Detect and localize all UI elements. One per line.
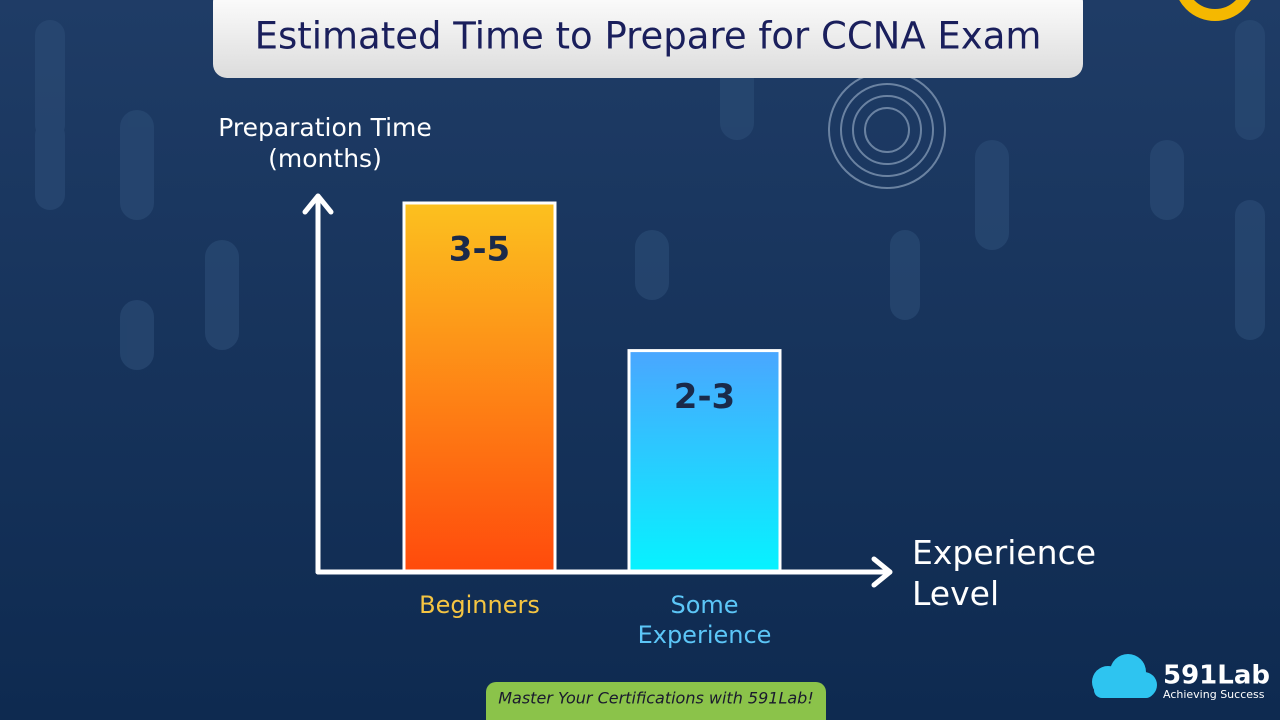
- banner-box: [486, 682, 826, 720]
- x-tick-label: Some Experience: [637, 591, 772, 649]
- x-tick-label: Beginners: [419, 591, 540, 619]
- logo-name: 591Lab: [1163, 661, 1270, 691]
- decor-ring: [1179, 0, 1251, 21]
- value-label: 3-5: [449, 230, 510, 270]
- logo-icon: [1092, 654, 1157, 698]
- rings: [828, 71, 946, 189]
- axes: [302, 193, 893, 588]
- logo-tagline: Achieving Success: [1163, 688, 1265, 701]
- value-label: 2-3: [674, 377, 735, 417]
- bar: [402, 201, 557, 574]
- y-axis-label: Preparation Time (months): [218, 113, 432, 174]
- chart-title: Estimated Time to Prepare for CCNA Exam: [255, 15, 1042, 58]
- title-box: [213, 0, 1083, 78]
- x-axis-label: Experience Level: [912, 533, 1097, 614]
- decor: [35, 20, 1265, 370]
- banner: Master Your Certifications with 591Lab!: [498, 689, 814, 708]
- bar: [627, 349, 782, 574]
